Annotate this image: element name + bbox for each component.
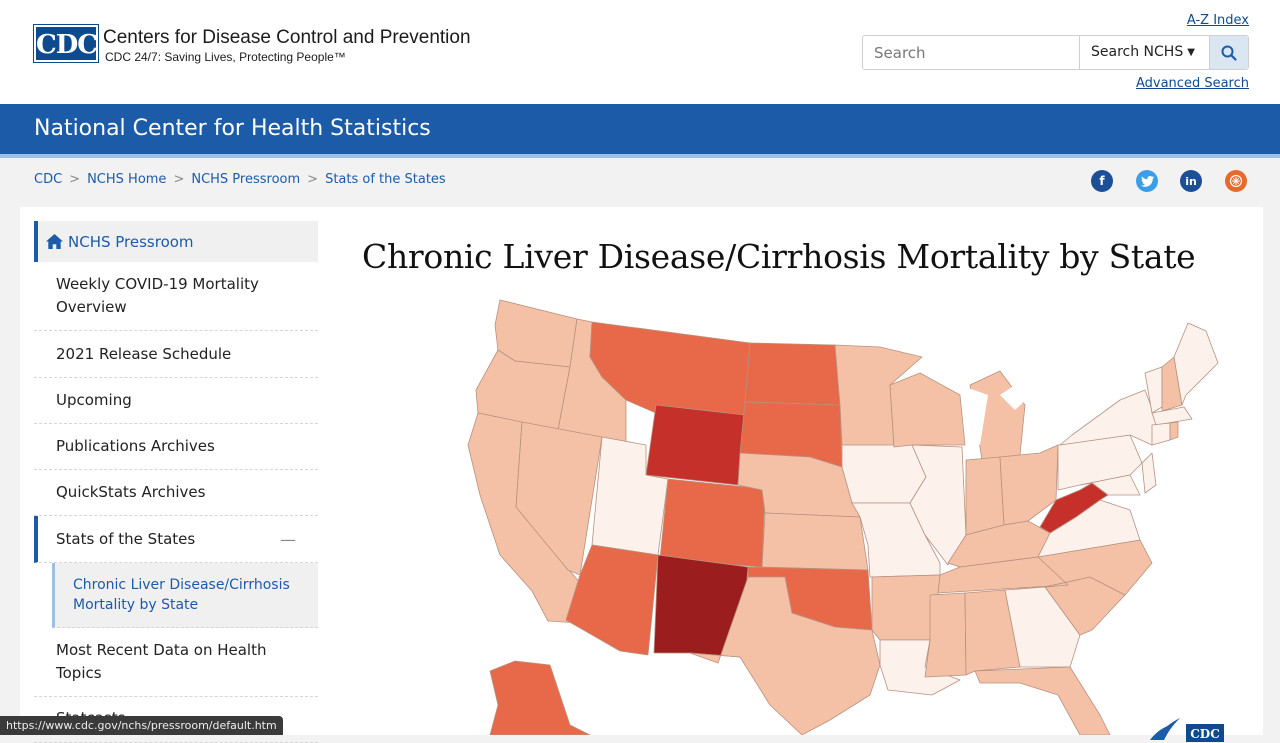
sidebar-item-label: Publications Archives [56,437,215,455]
content-card: NCHS Pressroom Weekly COVID-19 Mortality… [20,207,1263,743]
caret-down-icon: ▼ [1187,47,1195,58]
sidebar-item-stats-of-the-states[interactable]: Stats of the States — [34,516,318,563]
advanced-search-link[interactable]: Advanced Search [1135,76,1249,91]
sidebar-item-release-schedule[interactable]: 2021 Release Schedule [34,331,318,378]
search-scope-dropdown[interactable]: Search NCHS ▼ [1079,36,1209,69]
org-tagline: CDC 24/7: Saving Lives, Protecting Peopl… [105,50,346,64]
state-new-jersey[interactable] [1141,452,1157,494]
great-lakes [960,375,1040,445]
sidebar-item-weekly-covid[interactable]: Weekly COVID-19 Mortality Overview [34,262,318,331]
state-colorado[interactable] [659,478,766,568]
search-scope-label: Search NCHS [1091,44,1184,60]
facebook-icon[interactable]: f [1091,170,1113,192]
sidebar-item-label: QuickStats Archives [56,483,206,501]
search-button[interactable] [1209,36,1248,69]
sidebar-item-upcoming[interactable]: Upcoming [34,378,318,424]
state-nevada[interactable] [515,421,603,576]
search-icon [1221,45,1237,61]
state-wyoming[interactable] [645,404,746,486]
sidebar-item-label: Weekly COVID-19 Mortality Overview [56,275,259,316]
search-bar: Search NCHS▼ [862,35,1249,70]
collapse-icon[interactable]: — [280,529,296,549]
page-title: Chronic Liver Disease/Cirrhosis Mortalit… [362,237,1196,276]
state-north-carolina[interactable] [1037,539,1153,596]
breadcrumb-separator: > [173,172,185,187]
sidebar-item-recent-data[interactable]: Most Recent Data on Health Topics [34,628,318,697]
state-maryland[interactable] [1079,474,1141,496]
state-alaska[interactable] [489,660,591,736]
breadcrumb-separator: > [307,172,319,187]
breadcrumb-nchs-pressroom[interactable]: NCHS Pressroom [191,172,301,187]
sidebar-subitem-liver-disease[interactable]: Chronic Liver Disease/Cirrhosis Mortalit… [52,563,318,628]
state-illinois[interactable] [909,444,967,566]
sidebar-item-quickstats-archives[interactable]: QuickStats Archives [34,470,318,516]
sidebar-item-label: Upcoming [56,391,132,409]
state-georgia[interactable] [1004,586,1081,668]
breadcrumb-cdc[interactable]: CDC [34,172,63,187]
sidebar-item-label: 2021 Release Schedule [56,344,232,363]
sidebar-item-label: Most Recent Data on Health Topics [56,641,267,682]
sidebar-subitem-label: Chronic Liver Disease/Cirrhosis Mortalit… [73,577,290,613]
sidebar-heading-nchs-pressroom[interactable]: NCHS Pressroom [34,221,318,262]
syndicate-icon[interactable] [1225,170,1247,192]
state-indiana[interactable] [965,456,1005,536]
sidebar-nav: NCHS Pressroom Weekly COVID-19 Mortality… [34,221,318,743]
state-north-dakota[interactable] [744,342,841,406]
cdc-logo[interactable]: CDC [33,24,99,63]
state-iowa[interactable] [841,444,927,504]
state-maine[interactable] [1173,322,1219,406]
search-input[interactable] [863,36,1079,69]
site-header: CDC Centers for Disease Control and Prev… [0,0,1280,104]
site-title-band: National Center for Health Statistics [0,104,1280,158]
breadcrumb: CDC > NCHS Home > NCHS Pressroom > Stats of th… [34,172,446,187]
sidebar-heading-label: NCHS Pressroom [68,232,194,251]
state-mississippi[interactable] [924,592,967,678]
sidebar-item-publications-archives[interactable]: Publications Archives [34,424,318,470]
state-kansas[interactable] [761,512,869,571]
breadcrumb-stats-of-the-states[interactable]: Stats of the States [325,172,446,187]
az-index-link[interactable]: A-Z Index [1186,13,1249,28]
state-florida[interactable] [974,666,1111,736]
map-svg [467,299,1219,736]
hhs-cdc-logo: CDC [1150,718,1224,742]
state-new-york[interactable] [1059,389,1159,446]
breadcrumb-nchs-home[interactable]: NCHS Home [87,172,167,187]
twitter-icon[interactable] [1136,170,1158,192]
state-alabama[interactable] [964,589,1021,676]
state-west-virginia[interactable] [1039,482,1109,534]
org-name[interactable]: Centers for Disease Control and Preventi… [103,27,471,48]
state-rhode-island[interactable] [1169,421,1179,441]
cdc-mark-text: CDC [1190,727,1220,741]
browser-status-bar: https://www.cdc.gov/nchs/pressroom/defau… [0,716,283,735]
sidebar-item-label: Stats of the States [56,529,196,548]
site-title[interactable]: National Center for Health Statistics [34,116,431,141]
state-connecticut[interactable] [1151,422,1171,446]
home-icon [46,234,63,249]
state-wisconsin[interactable] [889,372,966,448]
state-massachusetts[interactable] [1151,406,1193,426]
state-texas[interactable] [689,576,881,736]
us-choropleth-map [440,295,1240,736]
linkedin-icon[interactable]: in [1180,170,1202,192]
breadcrumb-separator: > [69,172,81,187]
